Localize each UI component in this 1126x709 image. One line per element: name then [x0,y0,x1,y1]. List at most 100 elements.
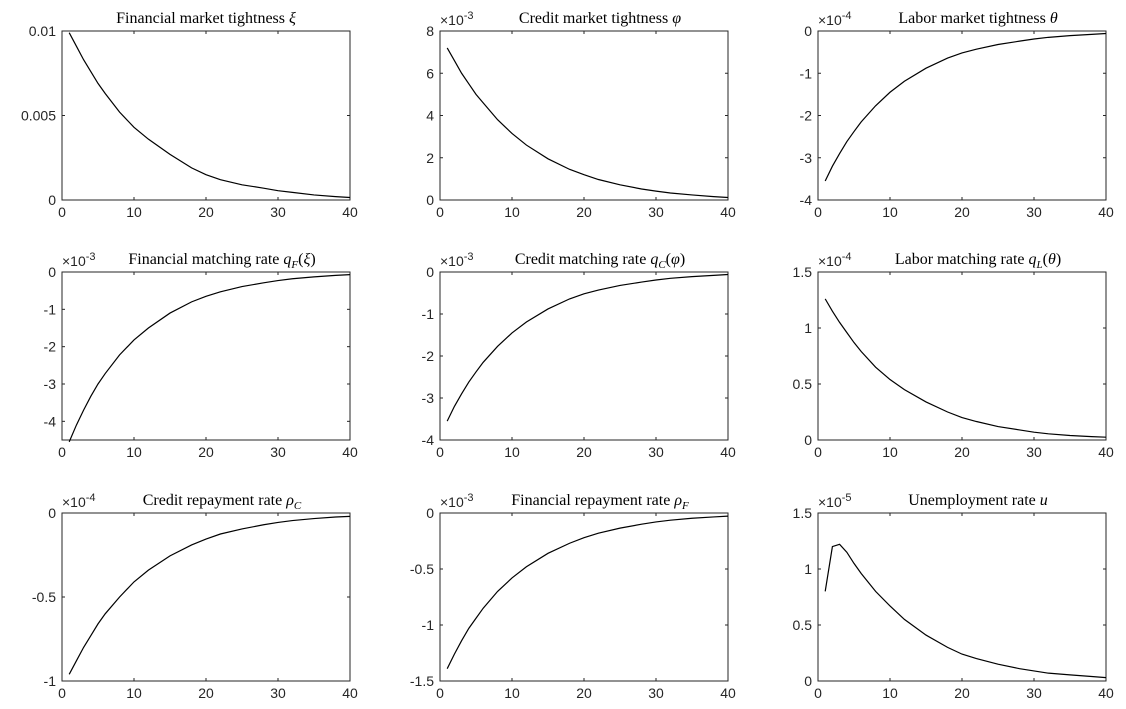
x-tick-label: 10 [882,685,898,701]
y-tick-label: 4 [426,108,434,124]
series-line [446,47,729,199]
y-tick-label: 0 [426,505,434,521]
x-tick-label: 30 [648,685,664,701]
x-tick-label: 10 [126,685,142,701]
y-tick-label: 0 [804,23,812,39]
x-tick-label: 40 [1098,685,1114,701]
y-tick-label: -1 [800,65,813,81]
x-tick-label: 0 [436,444,444,460]
subplot-1: 0 10 20 30 40 0 0.005 0.01 Financial market tigh… [21,10,358,220]
y-tick-label: 1.5 [793,505,813,521]
x-tick-label: 20 [198,685,214,701]
y-tick-label: 0.5 [793,376,813,392]
x-tick-label: 10 [126,204,142,220]
y-tick-label: -2 [422,348,435,364]
y-tick-label: -1 [44,301,57,317]
x-tick-label: 0 [814,204,822,220]
subplot-7: 0 10 20 30 40 -1 -0.5 0 ×10-4 Credit repayment ra… [32,492,358,701]
x-tick-label: 30 [648,444,664,460]
subplot-title: Credit matching rate qC(φ) [515,251,685,271]
x-tick-label: 10 [504,204,520,220]
axis-exponent-label: ×10-4 [62,492,96,510]
x-tick-label: 10 [504,685,520,701]
y-tick-label: 0 [426,264,434,280]
x-tick-label: 30 [1026,685,1042,701]
x-tick-label: 0 [814,685,822,701]
axis-exponent-label: ×10-4 [818,251,852,269]
y-tick-label: -3 [800,150,813,166]
subplot-2: 0 10 20 30 40 0 2 4 6 8 ×10-3 Credit market tightne… [426,10,736,220]
subplot-title: Credit market tightness φ [519,10,681,27]
x-tick-label: 10 [126,444,142,460]
y-tick-label: 0 [48,192,56,208]
subplot-title: Credit repayment rate ρC [143,492,302,512]
subplot-8: 0 10 20 30 40 -1.5 -1 -0.5 0 ×10-3 Financial repay… [410,492,736,701]
x-tick-label: 10 [504,444,520,460]
x-tick-label: 20 [954,444,970,460]
subplot-title: Unemployment rate u [908,492,1048,509]
x-tick-label: 20 [576,204,592,220]
y-tick-label: -4 [422,432,435,448]
x-tick-label: 40 [720,444,736,460]
y-tick-label: -3 [422,390,435,406]
x-tick-label: 20 [576,444,592,460]
x-tick-label: 0 [814,444,822,460]
x-tick-label: 20 [576,685,592,701]
plot-area [817,512,1107,682]
subplot-title: Financial matching rate qF(ξ) [128,251,315,271]
y-tick-label: 2 [426,150,434,166]
x-tick-label: 0 [58,444,66,460]
y-tick-label: 0 [804,432,812,448]
x-tick-label: 40 [720,204,736,220]
x-tick-label: 30 [270,685,286,701]
x-tick-label: 30 [270,444,286,460]
axis-exponent-label: ×10-3 [62,251,96,269]
x-tick-label: 20 [198,204,214,220]
x-tick-label: 10 [882,204,898,220]
subplot-5: 0 10 20 30 40 -4 -3 -2 -1 0 ×10-3 Credit matching r… [422,251,736,460]
series-line [68,515,351,675]
series-line [824,298,1107,438]
axis-exponent-label: ×10-3 [440,10,474,28]
y-tick-label: 0.5 [793,617,813,633]
x-tick-label: 20 [954,685,970,701]
subplot-title: Financial repayment rate ρF [511,492,689,512]
x-tick-label: 40 [342,685,358,701]
y-tick-label: 6 [426,65,434,81]
x-tick-label: 40 [342,204,358,220]
plot-area [61,512,351,682]
y-tick-label: -4 [44,413,57,429]
series-line [68,32,351,199]
y-tick-label: 8 [426,23,434,39]
subplot-4: 0 10 20 30 40 -4 -3 -2 -1 0 ×10-3 Financial matchin… [44,251,358,460]
y-tick-label: 0 [48,505,56,521]
y-tick-label: -0.5 [32,589,56,605]
y-tick-label: 1 [804,320,812,336]
y-tick-label: 0 [804,673,812,689]
axis-exponent-label: ×10-3 [440,492,474,510]
axis-exponent-label: ×10-3 [440,251,474,269]
x-tick-label: 0 [58,204,66,220]
series-line [824,543,1107,679]
subplot-title: Labor market tightness θ [898,10,1058,27]
x-tick-label: 20 [198,444,214,460]
y-tick-label: 0.005 [21,108,56,124]
x-tick-label: 20 [954,204,970,220]
y-tick-label: -3 [44,376,57,392]
subplot-title: Labor matching rate qL(θ) [895,251,1061,271]
y-tick-label: -0.5 [410,561,434,577]
axis-exponent-label: ×10-4 [818,10,852,28]
x-tick-label: 30 [1026,204,1042,220]
series-line [824,32,1107,182]
y-tick-label: -2 [44,339,57,355]
plot-area [61,30,351,201]
subplot-6: 0 10 20 30 40 0 0.5 1 1.5 ×10-4 Labor matching rat… [793,251,1114,460]
subplot-3: 0 10 20 30 40 -4 -3 -2 -1 0 ×10-4 Labor market tigh… [800,10,1114,220]
y-tick-label: 1.5 [793,264,813,280]
y-tick-label: -1 [422,306,435,322]
x-tick-label: 30 [1026,444,1042,460]
plot-area [439,271,729,441]
y-tick-label: 1 [804,561,812,577]
y-tick-label: -1.5 [410,673,434,689]
